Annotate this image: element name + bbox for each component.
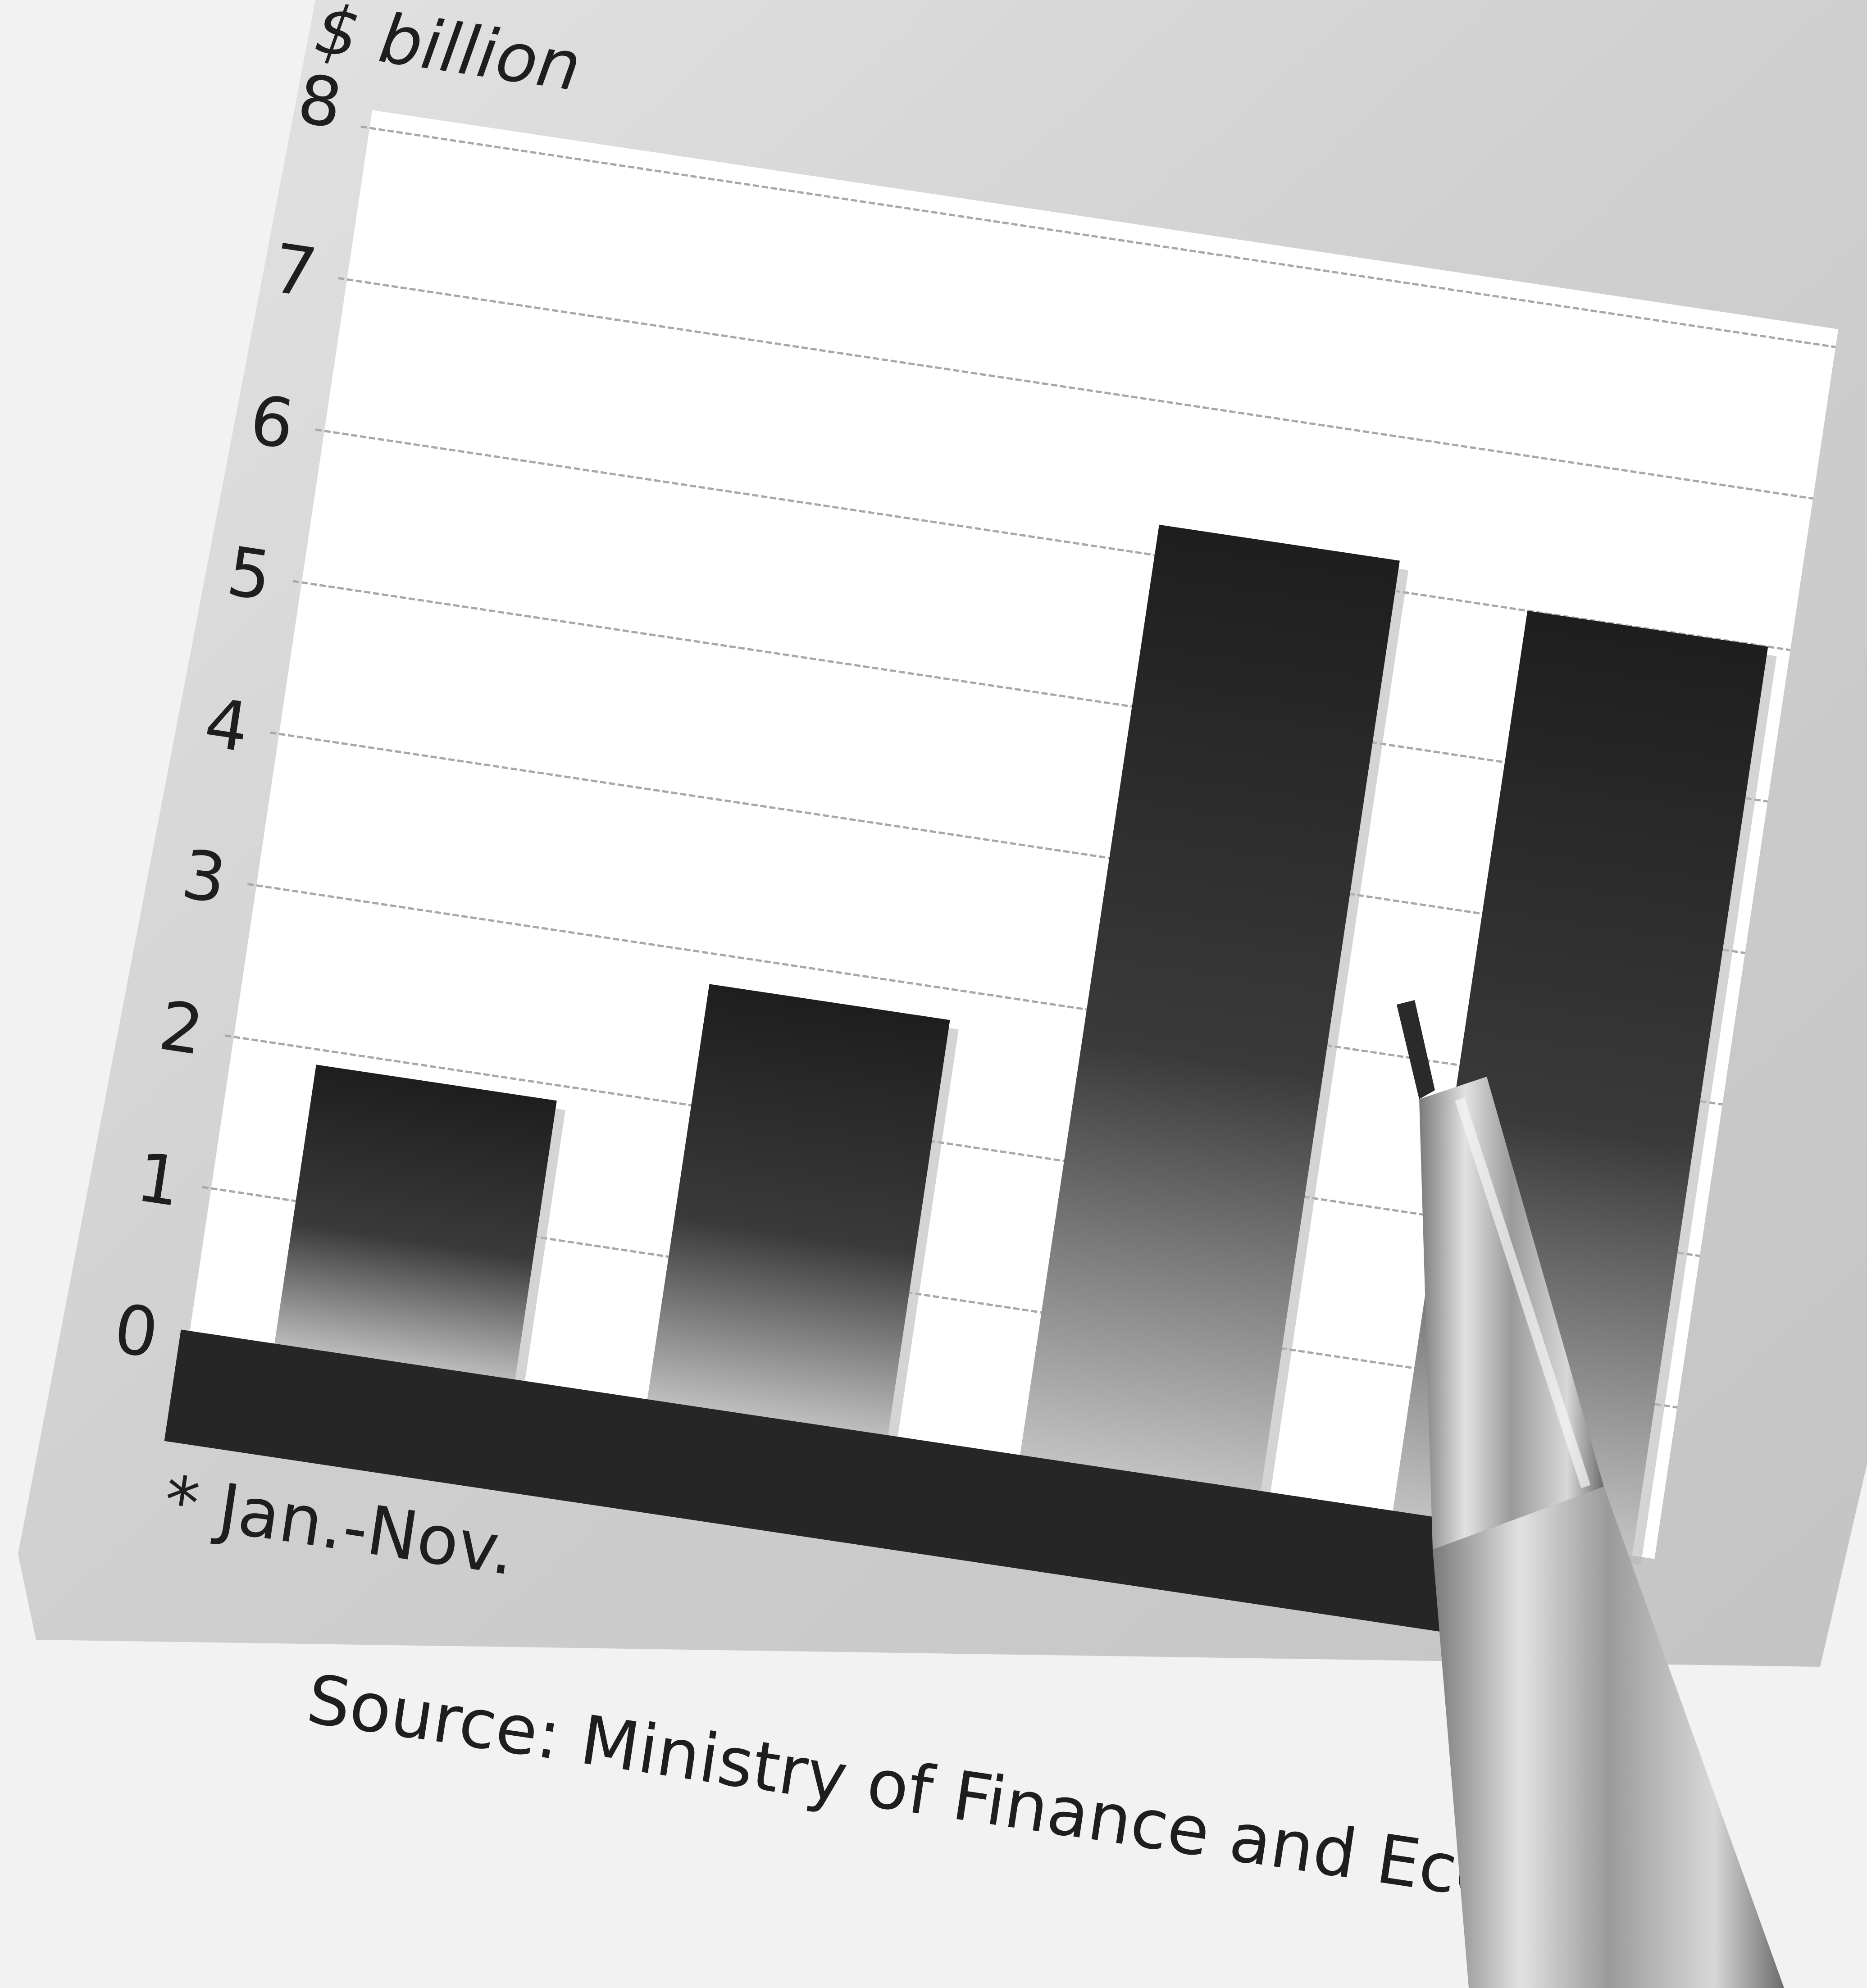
gridline [292,580,1768,803]
gridline [338,277,1813,500]
bar-1 [273,1065,557,1389]
gridline [270,731,1745,954]
baseline-band [164,1329,1594,1652]
bar-2 [646,984,950,1444]
bars [273,524,1777,1565]
gridline [315,428,1791,651]
bar-3 [1019,524,1400,1500]
pencil-icon [1397,1000,1784,1988]
gridline [224,1034,1700,1257]
gridline [247,883,1723,1106]
gridline [360,125,1836,348]
